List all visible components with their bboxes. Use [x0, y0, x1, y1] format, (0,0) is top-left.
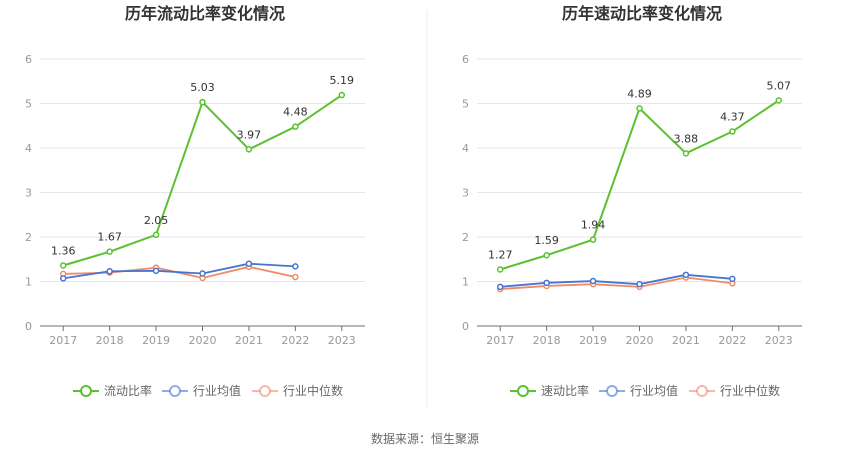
data-label: 4.37 [720, 111, 745, 124]
data-point [106, 268, 113, 275]
chart-title: 历年流动比率变化情况 [125, 4, 285, 23]
series-line-2 [500, 276, 733, 290]
legend-swatch-marker [696, 385, 708, 397]
legend-item: 流动比率 [73, 383, 152, 398]
data-label: 3.88 [674, 132, 699, 145]
y-tick-label: 2 [462, 231, 469, 244]
legend-item: 行业均值 [599, 383, 678, 398]
data-label: 5.03 [190, 81, 215, 94]
x-tick-label: 2017 [486, 334, 514, 347]
data-point [543, 279, 550, 287]
legend-swatch-marker [169, 385, 181, 397]
series-line-1 [500, 273, 733, 288]
data-point [682, 150, 690, 157]
legend-swatch-marker [517, 385, 529, 397]
legend-label: 行业均值 [193, 383, 241, 398]
data-point [636, 105, 643, 112]
y-tick-label: 0 [25, 320, 32, 333]
data-label: 1.59 [534, 234, 559, 247]
y-tick-label: 1 [25, 276, 32, 289]
data-point [292, 263, 299, 270]
data-point [543, 251, 550, 259]
y-tick-label: 6 [25, 53, 32, 66]
data-point [152, 267, 160, 275]
data-point [496, 283, 504, 291]
data-point [589, 277, 597, 285]
x-tick-label: 2019 [579, 334, 607, 347]
legend-label: 流动比率 [104, 383, 152, 398]
x-tick-label: 2021 [235, 334, 263, 347]
current-ratio-chart: 历年流动比率变化情况 0 1 2 3 4 5 6 2017 2018 2019 2020 2021 202… [25, 4, 365, 398]
data-point [292, 273, 299, 281]
x-tick-label: 2021 [672, 334, 700, 347]
data-label: 1.94 [581, 219, 606, 232]
y-tick-label: 6 [462, 53, 469, 66]
y-tick-label: 4 [25, 142, 32, 155]
data-point [59, 275, 67, 282]
quick-ratio-chart: 历年速动比率变化情况 0 1 2 3 4 5 6 2017 2018 2019 2020 2021 202… [462, 4, 802, 398]
legend-item: 行业均值 [162, 383, 241, 398]
y-tick-label: 5 [25, 98, 32, 111]
data-point [496, 266, 504, 273]
legend-item: 行业中位数 [689, 383, 780, 398]
y-tick-label: 0 [462, 320, 469, 333]
data-label: 5.19 [330, 74, 355, 87]
data-point [636, 280, 643, 288]
legend-label: 行业均值 [630, 383, 678, 398]
legend-swatch-marker [606, 385, 618, 397]
x-tick-label: 2022 [718, 334, 746, 347]
y-tick-label: 4 [462, 142, 469, 155]
data-point [292, 123, 299, 130]
legend-swatch-marker [80, 385, 92, 397]
x-tick-label: 2018 [96, 334, 124, 347]
data-point [775, 97, 783, 104]
legend-label: 速动比率 [541, 383, 589, 398]
data-point [245, 146, 253, 153]
x-tick-label: 2023 [765, 334, 793, 347]
y-tick-label: 1 [462, 276, 469, 289]
legend-label: 行业中位数 [720, 383, 780, 398]
data-label: 5.07 [767, 79, 792, 92]
data-point [729, 128, 736, 135]
legend-label: 行业中位数 [283, 383, 343, 398]
data-point [589, 236, 597, 243]
data-label: 3.97 [237, 128, 262, 141]
x-tick-label: 2020 [626, 334, 654, 347]
data-label: 1.36 [51, 244, 76, 257]
data-label: 4.89 [627, 87, 652, 100]
data-point [106, 248, 113, 255]
data-point [152, 231, 160, 239]
legend-item: 行业中位数 [252, 383, 343, 398]
x-tick-label: 2023 [328, 334, 356, 347]
data-point [338, 91, 346, 99]
data-label: 1.27 [488, 248, 513, 261]
x-tick-label: 2017 [49, 334, 77, 347]
x-tick-label: 2019 [142, 334, 170, 347]
y-tick-label: 3 [462, 187, 469, 200]
legend-swatch-marker [259, 385, 271, 397]
data-point [59, 262, 67, 269]
data-point [682, 271, 690, 279]
data-point [199, 270, 206, 277]
x-tick-label: 2018 [533, 334, 561, 347]
data-label: 2.05 [144, 214, 169, 227]
legend-item: 速动比率 [510, 383, 589, 398]
data-label: 1.67 [97, 231, 122, 244]
x-tick-label: 2022 [281, 334, 309, 347]
data-point [729, 275, 736, 283]
data-source-note: 数据来源：恒生聚源 [371, 431, 479, 446]
y-tick-label: 2 [25, 231, 32, 244]
data-point [245, 260, 253, 267]
y-tick-label: 5 [462, 98, 469, 111]
y-tick-label: 3 [25, 187, 32, 200]
series-line-1 [63, 262, 296, 280]
x-tick-label: 2020 [189, 334, 217, 347]
data-point [199, 98, 206, 106]
chart-title: 历年速动比率变化情况 [562, 4, 722, 23]
data-label: 4.48 [283, 106, 308, 119]
